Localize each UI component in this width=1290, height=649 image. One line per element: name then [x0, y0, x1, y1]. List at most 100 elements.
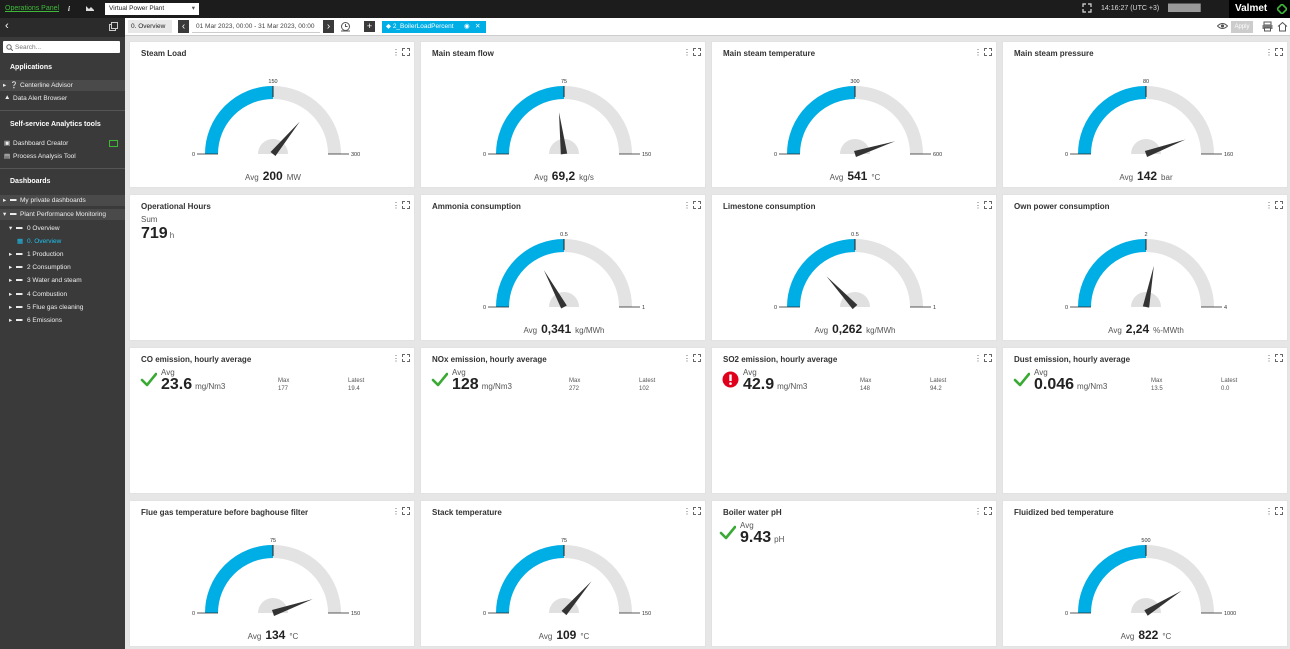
expand-icon[interactable] — [693, 354, 701, 365]
gauge-average: Avg 134 °C — [130, 628, 416, 642]
kebab-menu-icon[interactable]: ⋮ — [392, 354, 400, 363]
kebab-menu-icon[interactable]: ⋮ — [392, 48, 400, 57]
sidebar-item-label: Process Analysis Tool — [13, 153, 76, 160]
expand-icon[interactable] — [984, 201, 992, 212]
kebab-menu-icon[interactable]: ⋮ — [1265, 48, 1273, 57]
date-range-field[interactable]: 01 Mar 2023, 00:00 - 31 Mar 2023, 00:00 — [192, 20, 320, 33]
gauge-needle — [543, 270, 567, 309]
sidebar-item-6-emissions[interactable]: ▸ ▬ 6 Emissions — [0, 315, 125, 326]
expand-icon[interactable] — [402, 201, 410, 212]
kebab-menu-icon[interactable]: ⋮ — [683, 201, 691, 210]
gauge-min-label: 0 — [483, 611, 486, 617]
gauge-min-label: 0 — [192, 611, 195, 617]
sidebar-item-1-production[interactable]: ▸ ▬ 1 Production — [0, 249, 125, 260]
sidebar-item-overview[interactable]: ▦ 0. Overview — [0, 236, 125, 247]
info-icon[interactable]: i — [68, 5, 70, 13]
expand-icon[interactable] — [984, 507, 992, 518]
gauge: 00.51 — [774, 232, 936, 311]
gauge-needle — [271, 599, 313, 617]
gauge-max-label: 1 — [933, 305, 936, 311]
card-title: Dust emission, hourly average — [1014, 355, 1131, 364]
next-period-button[interactable]: › — [323, 20, 334, 33]
avg-value-row: 42.9 mg/Nm3 — [743, 376, 807, 394]
search-box[interactable] — [3, 41, 120, 53]
collapse-chevron-icon[interactable]: ‹ — [5, 20, 9, 32]
window-icon[interactable] — [109, 22, 118, 33]
gauge-max-label: 1000 — [1224, 611, 1236, 617]
filter-tag[interactable]: ◆ 2_BoilerLoadPercent ◉ ✕ — [382, 21, 486, 33]
print-icon[interactable] — [1262, 21, 1273, 34]
kebab-menu-icon[interactable]: ⋮ — [392, 201, 400, 210]
expand-icon[interactable] — [984, 48, 992, 59]
expand-icon[interactable] — [693, 48, 701, 59]
sidebar-item-dashboard-creator[interactable]: ▣ Dashboard Creator — [0, 138, 125, 149]
sidebar-item-overview-folder[interactable]: ▾ ▬ 0 Overview — [0, 223, 125, 234]
home-icon[interactable] — [1277, 21, 1288, 34]
expand-icon[interactable] — [1275, 201, 1283, 212]
fullscreen-icon[interactable] — [1082, 0, 1092, 18]
kebab-menu-icon[interactable]: ⋮ — [974, 48, 982, 57]
expand-icon[interactable] — [1275, 507, 1283, 518]
sum-label: Sum — [141, 215, 158, 224]
kebab-menu-icon[interactable]: ⋮ — [683, 354, 691, 363]
sidebar-item-centerline-advisor[interactable]: ▸ ❔ Centerline Advisor — [0, 80, 125, 91]
folder-icon: ▬ — [16, 276, 23, 284]
kebab-menu-icon[interactable]: ⋮ — [392, 507, 400, 516]
eye-icon[interactable]: ◉ — [464, 23, 470, 30]
user-name[interactable]: ████████ — [1168, 5, 1201, 12]
sidebar-item-4-combustion[interactable]: ▸ ▬ 4 Combustion — [0, 289, 125, 300]
expand-icon[interactable] — [693, 201, 701, 212]
eye-icon[interactable] — [1216, 22, 1229, 32]
avg-value-row: 23.6 mg/Nm3 — [161, 376, 225, 394]
prev-period-button[interactable]: ‹ — [178, 20, 189, 33]
card-title: SO2 emission, hourly average — [723, 355, 838, 364]
gauge-fill — [496, 239, 565, 308]
sidebar-item-private-dashboards[interactable]: ▸ ▬ My private dashboards — [0, 195, 125, 206]
sidebar-item-process-analysis-tool[interactable]: ▤ Process Analysis Tool — [0, 151, 125, 162]
expand-icon[interactable] — [984, 354, 992, 365]
divider — [0, 110, 125, 111]
avg-unit: mg/Nm3 — [481, 382, 512, 391]
gauge-average: Avg 69,2 kg/s — [421, 169, 707, 183]
brand-logo-text: Valmet — [1235, 3, 1268, 14]
kebab-menu-icon[interactable]: ⋮ — [683, 48, 691, 57]
gauge-needle — [561, 581, 592, 616]
apply-button[interactable]: Apply — [1231, 21, 1253, 33]
expand-icon[interactable] — [402, 48, 410, 59]
add-filter-button[interactable]: + — [364, 21, 375, 32]
sidebar-item-2-consumption[interactable]: ▸ ▬ 2 Consumption — [0, 262, 125, 273]
plant-selector[interactable]: Virtual Power Plant ▾ — [105, 3, 199, 15]
edit-icon[interactable] — [109, 140, 118, 147]
expand-icon[interactable] — [1275, 354, 1283, 365]
sidebar-item-data-alert-browser[interactable]: ▲ Data Alert Browser — [0, 93, 125, 104]
avg-unit: °C — [580, 632, 590, 641]
kebab-menu-icon[interactable]: ⋮ — [1265, 354, 1273, 363]
filter-bar: 0. Overview ‹ 01 Mar 2023, 00:00 - 31 Ma… — [125, 18, 1290, 36]
search-input[interactable] — [15, 42, 115, 52]
plant-selector-value: Virtual Power Plant — [109, 5, 165, 12]
gauge-needle — [558, 112, 568, 155]
gauge-average: Avg 0,341 kg/MWh — [421, 322, 707, 336]
tab-overview[interactable]: 0. Overview — [128, 20, 172, 33]
kebab-menu-icon[interactable]: ⋮ — [974, 201, 982, 210]
gauge-fill — [496, 545, 565, 614]
kebab-menu-icon[interactable]: ⋮ — [683, 507, 691, 516]
clock-reset-icon[interactable] — [340, 21, 351, 34]
expand-icon[interactable] — [1275, 48, 1283, 59]
expand-icon[interactable] — [693, 507, 701, 518]
kebab-menu-icon[interactable]: ⋮ — [1265, 201, 1273, 210]
sidebar-item-label: 0. Overview — [27, 238, 62, 245]
kebab-menu-icon[interactable]: ⋮ — [974, 354, 982, 363]
expand-icon[interactable] — [402, 507, 410, 518]
operations-panel-link[interactable]: Operations Panel — [5, 5, 60, 12]
expand-icon[interactable] — [402, 354, 410, 365]
kebab-menu-icon[interactable]: ⋮ — [1265, 507, 1273, 516]
chart-icon[interactable] — [85, 0, 95, 18]
sidebar-item-3-water-and-steam[interactable]: ▸ ▬ 3 Water and steam — [0, 275, 125, 286]
avg-value: 142 — [1137, 169, 1158, 183]
sidebar-item-ppm[interactable]: ▾ ▬ Plant Performance Monitoring — [0, 209, 125, 220]
close-icon[interactable]: ✕ — [475, 23, 481, 30]
avg-value: 69,2 — [551, 169, 576, 183]
sidebar-item-5-flue-gas-cleaning[interactable]: ▸ ▬ 5 Flue gas cleaning — [0, 302, 125, 313]
kebab-menu-icon[interactable]: ⋮ — [974, 507, 982, 516]
